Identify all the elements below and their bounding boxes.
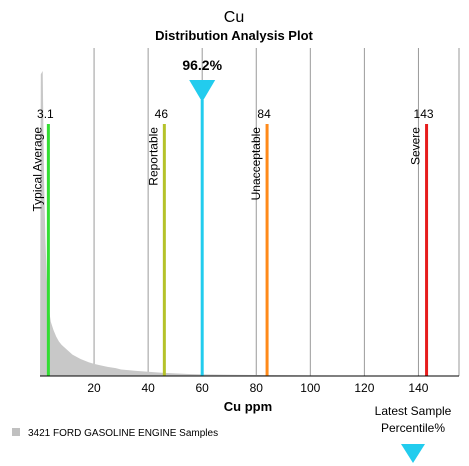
latest-sample-layer: 96.2%	[182, 57, 223, 376]
threshold-label-0: Typical Average	[30, 127, 44, 212]
threshold-value-0: 3.1	[37, 107, 54, 121]
chart-subtitle: Distribution Analysis Plot	[155, 28, 313, 43]
distribution-area	[40, 70, 459, 377]
latest-sample-legend-marker-icon	[401, 444, 425, 463]
threshold-value-2: 84	[257, 107, 271, 121]
x-tick-40: 40	[141, 381, 155, 395]
threshold-value-1: 46	[155, 107, 169, 121]
distribution-area-layer	[40, 70, 459, 377]
x-tick-labels: 20 40 60 80 100 120 140	[87, 381, 428, 395]
legend-label: 3421 FORD GASOLINE ENGINE Samples	[28, 428, 218, 439]
x-tick-140: 140	[408, 381, 428, 395]
threshold-value-3: 143	[414, 107, 434, 121]
latest-sample-percentile: 96.2%	[182, 57, 222, 73]
x-axis-label: Cu ppm	[224, 399, 272, 414]
threshold-label-2: Unacceptable	[249, 127, 263, 201]
chart-title: Cu	[224, 9, 244, 26]
latest-sample-caption-line2: Percentile%	[381, 421, 445, 435]
threshold-label-1: Reportable	[146, 127, 160, 186]
x-tick-80: 80	[250, 381, 264, 395]
vertical-grid	[93, 48, 460, 376]
latest-sample-caption-line1: Latest Sample	[375, 404, 452, 418]
x-tick-100: 100	[300, 381, 320, 395]
x-tick-60: 60	[196, 381, 210, 395]
threshold-layer: 3.1 Typical Average 46 Reportable 84 Unaccept…	[30, 107, 434, 376]
x-tick-120: 120	[354, 381, 374, 395]
x-tick-20: 20	[87, 381, 101, 395]
latest-sample-marker-icon	[189, 80, 216, 102]
legend-swatch	[12, 428, 20, 436]
threshold-label-3: Severe	[409, 127, 423, 165]
